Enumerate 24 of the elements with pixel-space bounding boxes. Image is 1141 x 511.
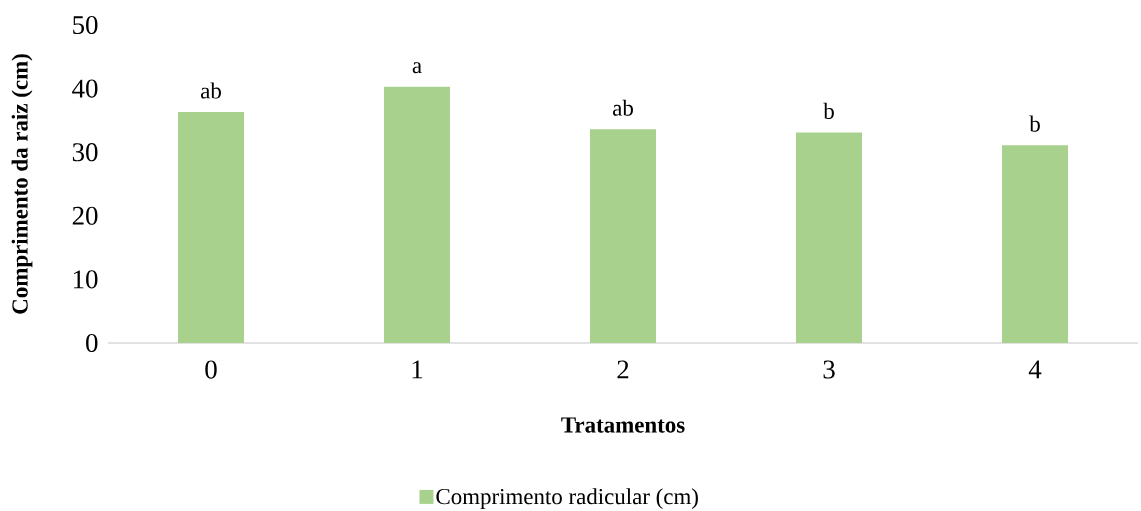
y-tick-label: 50 (73, 15, 98, 35)
y-tick-label: 40 (72, 79, 98, 98)
bar (384, 86, 451, 343)
bar (1002, 145, 1069, 343)
x-tick-label: 4 (1028, 360, 1042, 379)
annotation: b (823, 102, 834, 119)
x-tick-label: 3 (823, 360, 835, 379)
y-tick-label: 0 (86, 333, 98, 353)
x-axis-title: Tratamentos (561, 417, 685, 433)
annotation: b (1029, 115, 1040, 132)
x-tick-label: 1 (412, 360, 423, 379)
bar (178, 112, 245, 343)
y-axis-title: Comprimento da raiz (cm) (11, 54, 33, 314)
x-tick-label: 2 (617, 360, 629, 379)
annotation: ab (613, 99, 633, 116)
annotation: a (412, 62, 422, 74)
y-tick-label: 10 (73, 270, 98, 289)
legend-label: Comprimento radicular (cm) (436, 488, 698, 509)
x-tick-label: 0 (205, 360, 217, 379)
annotation: ab (201, 82, 221, 99)
bar (796, 132, 863, 343)
bar (590, 129, 657, 343)
y-tick-label: 30 (72, 143, 98, 162)
y-tick-label: 20 (72, 206, 98, 225)
